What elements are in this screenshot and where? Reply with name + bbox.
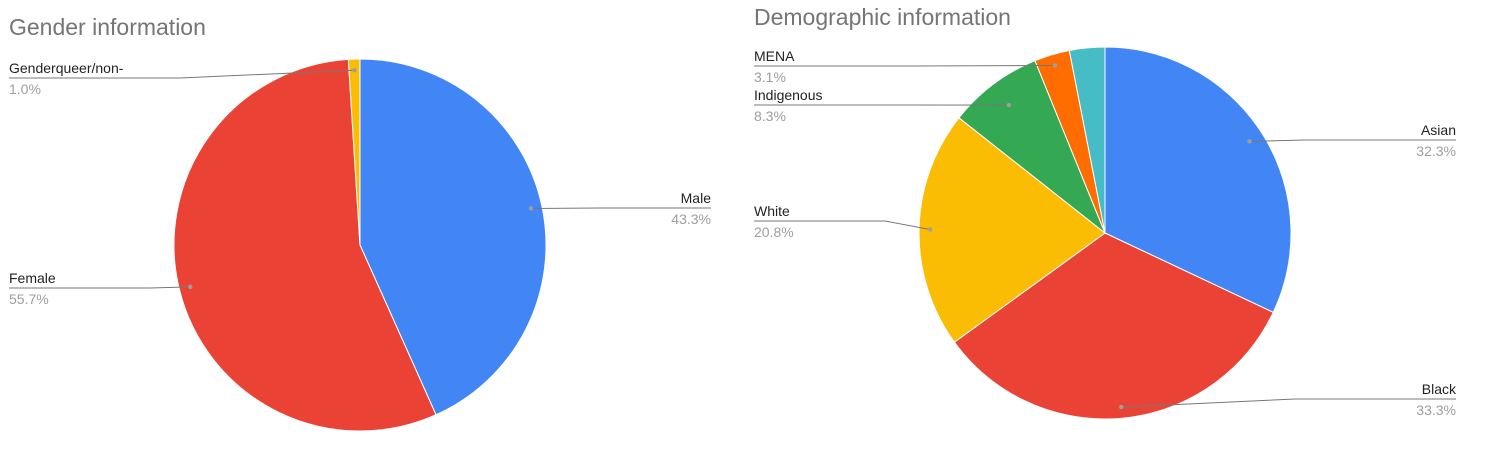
- leader-dot-genderqueer-non: [352, 68, 357, 73]
- gender-pie-chart: Gender information Male 43.3% Female 55.7% G…: [0, 0, 740, 456]
- demographic-pie-svg: Asian 32.3% Black 33.3% White 20.8% Indigenous…: [754, 46, 1457, 420]
- leader-dot-female: [188, 284, 193, 290]
- slice-percent-indigenous: 8.3%: [754, 108, 786, 124]
- leader-dot-black: [1119, 404, 1124, 410]
- slice-label-genderqueer-non: Genderqueer/non-: [9, 60, 124, 76]
- pie-slice-asian: [1104, 46, 1292, 313]
- leader-line-asian: [1249, 139, 1456, 142]
- leader-line-black: [1121, 398, 1456, 408]
- slice-percent-male: 43.3%: [671, 211, 711, 227]
- pie-slice-indigenous: [958, 60, 1107, 235]
- slice-label-asian: Asian: [1421, 122, 1456, 138]
- slice-label-black: Black: [1422, 381, 1457, 397]
- pie-slice-white: [918, 117, 1106, 343]
- pie-slice-female: [173, 58, 437, 432]
- slice-percent-white: 20.8%: [754, 224, 794, 240]
- leader-line-mena: [754, 64, 1056, 67]
- leader-dot-asian: [1247, 139, 1252, 144]
- slice-percent-black: 33.3%: [1416, 402, 1456, 418]
- slice-label-male: Male: [681, 190, 712, 206]
- slice-percent-mena: 3.1%: [754, 69, 786, 85]
- slice-percent-female: 55.7%: [9, 291, 49, 307]
- chart-title: Demographic information: [754, 4, 1011, 30]
- leader-line-white: [754, 220, 931, 230]
- chart-title: Gender information: [9, 14, 206, 40]
- slice-percent-asian: 32.3%: [1416, 143, 1456, 159]
- demographic-pie-chart: Demographic information Asian 32.3% Black 3…: [745, 0, 1485, 456]
- slice-label-indigenous: Indigenous: [754, 87, 823, 103]
- pie-slice-genderqueer-non: [347, 58, 361, 246]
- leader-dot-indigenous: [1006, 102, 1012, 108]
- leader-dot-mena: [1052, 63, 1058, 68]
- pie-slice-slice-5: [1068, 46, 1106, 234]
- leader-dot-male: [528, 206, 534, 211]
- gender-pie-svg: Male 43.3% Female 55.7% Genderqueer/non- 1.0%: [9, 58, 712, 432]
- leader-dot-white: [927, 227, 933, 232]
- pie-slice-male: [359, 58, 547, 416]
- leader-line-genderqueer-non: [9, 69, 355, 79]
- slice-label-mena: MENA: [754, 48, 795, 64]
- slice-label-female: Female: [9, 270, 56, 286]
- leader-line-female: [9, 286, 191, 289]
- slice-percent-genderqueer-non: 1.0%: [9, 81, 41, 97]
- slice-label-white: White: [754, 203, 790, 219]
- pie-slice-black: [953, 232, 1274, 420]
